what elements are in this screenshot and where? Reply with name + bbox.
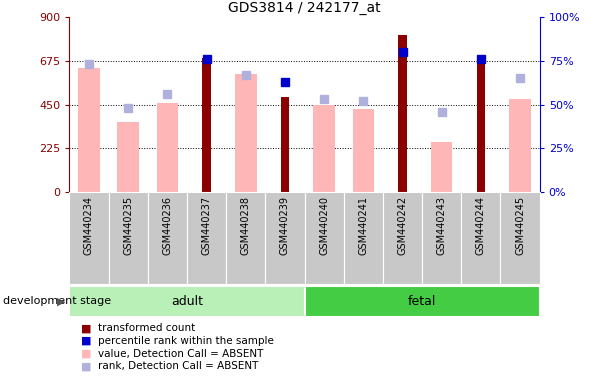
Bar <box>265 192 305 284</box>
FancyBboxPatch shape <box>69 286 305 317</box>
Text: GSM440240: GSM440240 <box>319 196 329 255</box>
Bar <box>157 103 178 192</box>
Bar <box>109 192 148 284</box>
Bar <box>69 192 109 284</box>
Text: GSM440235: GSM440235 <box>123 196 133 255</box>
Bar <box>353 109 374 192</box>
Text: GSM440238: GSM440238 <box>241 196 251 255</box>
Text: GSM440234: GSM440234 <box>84 196 94 255</box>
Bar <box>461 192 500 284</box>
Text: value, Detection Call = ABSENT: value, Detection Call = ABSENT <box>98 349 264 359</box>
Bar <box>235 74 256 192</box>
Text: GSM440244: GSM440244 <box>476 196 486 255</box>
Bar <box>398 35 407 192</box>
Text: GSM440245: GSM440245 <box>515 196 525 255</box>
Text: ■: ■ <box>81 323 92 333</box>
Text: development stage: development stage <box>3 296 111 306</box>
Bar <box>187 192 226 284</box>
Text: adult: adult <box>171 295 203 308</box>
Text: ■: ■ <box>81 349 92 359</box>
Text: ■: ■ <box>81 361 92 371</box>
Bar <box>510 99 531 192</box>
FancyBboxPatch shape <box>305 286 540 317</box>
Bar <box>476 58 485 192</box>
Bar <box>383 192 422 284</box>
Text: GSM440236: GSM440236 <box>162 196 172 255</box>
Bar <box>422 192 461 284</box>
Bar <box>148 192 187 284</box>
Bar <box>78 68 99 192</box>
Bar <box>226 192 265 284</box>
Text: GSM440242: GSM440242 <box>397 196 408 255</box>
Bar <box>344 192 383 284</box>
Text: GSM440243: GSM440243 <box>437 196 447 255</box>
Bar <box>202 58 211 192</box>
Text: transformed count: transformed count <box>98 323 195 333</box>
Text: GSM440241: GSM440241 <box>358 196 368 255</box>
Bar <box>305 192 344 284</box>
Title: GDS3814 / 242177_at: GDS3814 / 242177_at <box>228 1 381 15</box>
Text: rank, Detection Call = ABSENT: rank, Detection Call = ABSENT <box>98 361 259 371</box>
Text: ■: ■ <box>81 336 92 346</box>
Text: ▶: ▶ <box>57 296 65 306</box>
Bar <box>500 192 540 284</box>
Bar <box>314 105 335 192</box>
Text: GSM440239: GSM440239 <box>280 196 290 255</box>
Bar <box>431 142 452 192</box>
Bar <box>118 122 139 192</box>
Bar <box>280 97 289 192</box>
Text: GSM440237: GSM440237 <box>201 196 212 255</box>
Text: percentile rank within the sample: percentile rank within the sample <box>98 336 274 346</box>
Text: fetal: fetal <box>408 295 437 308</box>
